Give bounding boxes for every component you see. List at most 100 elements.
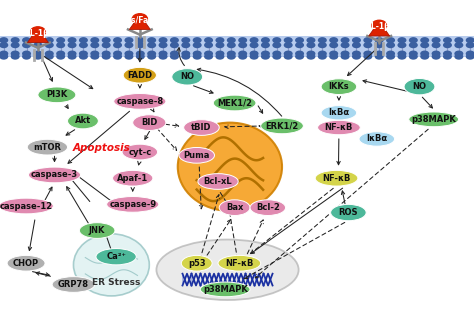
Circle shape [295,50,304,57]
Circle shape [158,37,168,43]
Circle shape [454,54,463,60]
Text: ER Stress: ER Stress [92,278,140,287]
FancyArrowPatch shape [68,111,129,163]
Circle shape [90,54,100,60]
Ellipse shape [331,204,366,221]
Text: p38MAPK: p38MAPK [203,285,247,294]
Circle shape [113,50,122,57]
Circle shape [352,50,361,57]
Circle shape [215,37,225,43]
Ellipse shape [404,78,435,95]
Circle shape [340,54,349,60]
Circle shape [397,42,406,48]
Circle shape [272,37,282,43]
Ellipse shape [198,174,238,189]
Text: BID: BID [141,118,157,127]
FancyArrowPatch shape [255,129,428,278]
Ellipse shape [172,69,203,85]
FancyArrowPatch shape [220,193,232,211]
FancyArrowPatch shape [199,167,203,209]
Circle shape [101,54,110,60]
Circle shape [10,42,19,48]
Circle shape [352,37,361,43]
Circle shape [204,50,213,57]
Ellipse shape [178,123,282,211]
Circle shape [409,42,418,48]
Ellipse shape [107,197,159,212]
Text: IKKs: IKKs [328,82,349,91]
Ellipse shape [112,170,153,186]
Circle shape [136,37,145,43]
Circle shape [227,54,236,60]
Ellipse shape [200,282,250,297]
Circle shape [329,37,338,43]
Circle shape [261,54,270,60]
Text: ROS: ROS [338,208,358,217]
Circle shape [283,54,292,60]
Circle shape [10,50,19,57]
Ellipse shape [321,106,356,120]
Circle shape [30,27,46,37]
Circle shape [10,37,19,43]
Circle shape [420,37,429,43]
Circle shape [147,37,156,43]
FancyArrowPatch shape [145,131,150,139]
Circle shape [147,50,156,57]
Circle shape [409,37,418,43]
Circle shape [33,42,43,48]
Ellipse shape [315,170,358,186]
Circle shape [306,37,316,43]
Circle shape [33,50,43,57]
Circle shape [192,37,202,43]
Circle shape [22,37,31,43]
Ellipse shape [27,139,68,155]
Text: NF-κB: NF-κB [325,123,353,132]
Text: Bax: Bax [226,203,243,212]
Circle shape [465,54,474,60]
Circle shape [181,37,191,43]
Circle shape [158,54,168,60]
Ellipse shape [79,223,115,238]
Circle shape [215,42,225,48]
Circle shape [136,50,145,57]
Circle shape [101,37,110,43]
Circle shape [443,42,452,48]
Circle shape [386,50,395,57]
Text: caspase-9: caspase-9 [109,200,156,209]
Circle shape [420,50,429,57]
Circle shape [192,50,202,57]
Ellipse shape [183,120,219,135]
Circle shape [227,37,236,43]
Circle shape [204,37,213,43]
FancyArrowPatch shape [67,187,95,234]
FancyArrowPatch shape [251,188,333,253]
Text: Akt: Akt [75,116,91,126]
Circle shape [432,50,441,57]
Circle shape [295,42,304,48]
Circle shape [272,54,282,60]
Circle shape [68,42,77,48]
Circle shape [295,37,304,43]
Text: FADD: FADD [127,71,153,80]
Circle shape [250,50,259,57]
Text: NF-κB: NF-κB [225,259,254,268]
Ellipse shape [28,167,81,183]
Circle shape [192,42,202,48]
Circle shape [318,54,327,60]
Ellipse shape [38,87,76,103]
Text: IL-1β: IL-1β [368,22,390,31]
FancyArrowPatch shape [65,105,68,108]
Circle shape [329,42,338,48]
FancyArrowPatch shape [225,125,264,129]
FancyArrowPatch shape [337,139,340,165]
Circle shape [363,54,373,60]
Circle shape [363,37,373,43]
Circle shape [45,50,54,57]
Circle shape [397,50,406,57]
Ellipse shape [7,255,45,271]
Ellipse shape [73,234,149,296]
FancyArrowPatch shape [42,58,53,81]
Circle shape [283,50,292,57]
Circle shape [465,37,474,43]
Text: caspase-12: caspase-12 [0,201,53,211]
